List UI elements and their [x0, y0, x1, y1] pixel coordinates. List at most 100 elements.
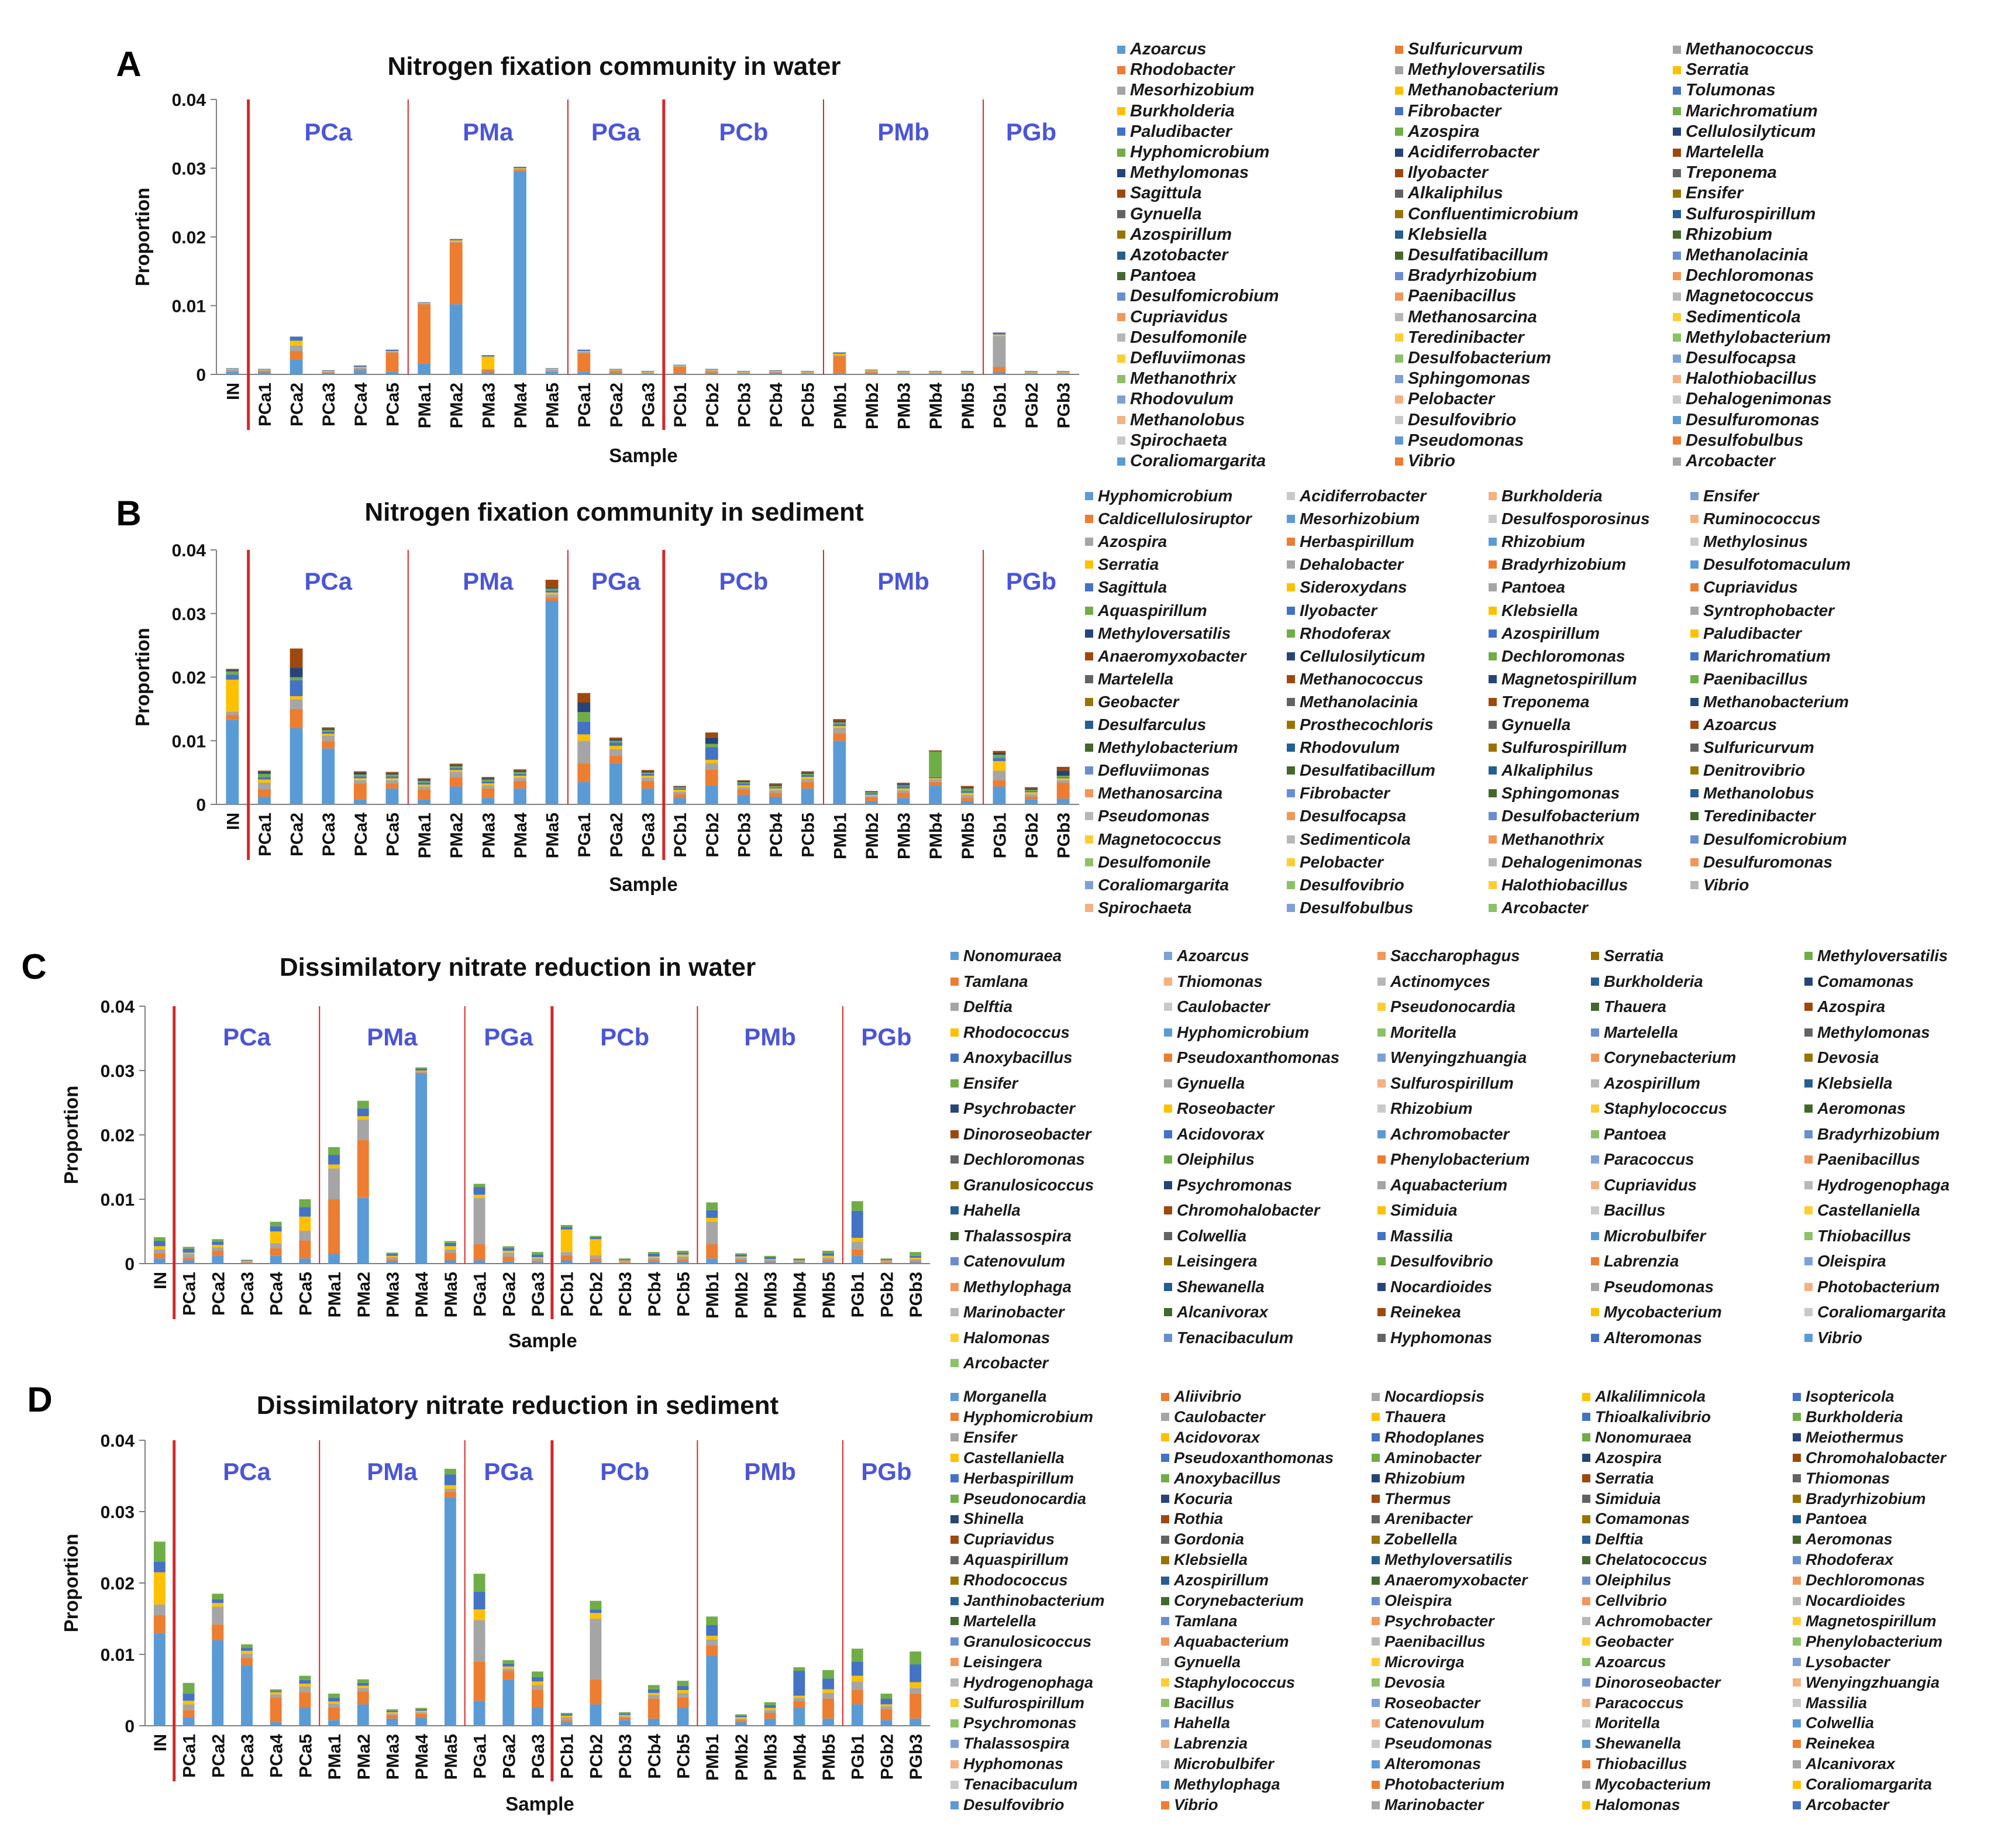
- panel-a-legend-swatch: [1117, 457, 1125, 466]
- panel-a-bar-segment: [801, 373, 814, 374]
- panel-a-legend-swatch: [1395, 45, 1403, 54]
- panel-d-legend-label: Cellvibrio: [1595, 1592, 1668, 1609]
- panel-d-legend-swatch: [950, 1719, 959, 1727]
- panel-a-legend-item: Desulfuromonas: [1673, 411, 1820, 430]
- panel-c-legend-item: Paracoccus: [1591, 1150, 1694, 1169]
- panel-b-legend-swatch: [1489, 515, 1497, 524]
- panel-b-bar-segment: [705, 769, 718, 786]
- panel-d-legend-swatch: [1582, 1596, 1590, 1605]
- panel-a-bar-segment: [897, 373, 910, 374]
- panel-b-legend-item: Halothiobacillus: [1489, 876, 1628, 894]
- panel-d-legend-label: Shinella: [963, 1510, 1024, 1528]
- panel-b-bar-segment: [737, 783, 750, 786]
- panel-c-bar-segment: [793, 1259, 805, 1261]
- panel-c-bar-segment: [647, 1259, 660, 1262]
- panel-d-legend-swatch: [1793, 1433, 1801, 1442]
- panel-c-bar-segment: [357, 1119, 369, 1140]
- panel-b-legend-label: Desulfosporosinus: [1501, 510, 1650, 528]
- panel-b-legend-swatch: [1085, 744, 1093, 752]
- panel-c-legend-item: Staphylococcus: [1591, 1099, 1727, 1118]
- panel-b-legend-label: Defluviimonas: [1098, 761, 1210, 780]
- panel-b-bar-segment: [833, 722, 846, 724]
- panel-c-bar-segment: [357, 1100, 369, 1109]
- panel-b-bar-segment: [290, 667, 303, 677]
- panel-d-legend-swatch: [1582, 1433, 1590, 1442]
- panel-c-bar-segment: [910, 1255, 922, 1258]
- panel-d-legend-swatch: [1793, 1760, 1801, 1768]
- panel-c-bar-segment: [619, 1259, 631, 1261]
- panel-d-legend-label: Thalassospira: [963, 1735, 1070, 1753]
- panel-a-legend-item: Bradyrhizobium: [1395, 266, 1537, 285]
- panel-d-legend-item: Corynebacterium: [1161, 1592, 1304, 1610]
- panel-b-bar-segment: [673, 794, 687, 799]
- panel-c-legend-item: Acidovorax: [1164, 1125, 1265, 1144]
- panel-d-legend-swatch: [1793, 1780, 1801, 1789]
- panel-d-legend-item: Chelatococcus: [1582, 1551, 1707, 1569]
- panel-d-legend-swatch: [1161, 1413, 1169, 1422]
- panel-b-bar-segment: [833, 724, 846, 727]
- panel-b-bar-segment: [801, 788, 814, 804]
- panel-a-legend-item: Azoarcus: [1117, 40, 1207, 59]
- panel-d-bar-segment: [647, 1695, 660, 1699]
- panel-b-legend-item: Rhodovulum: [1287, 738, 1400, 757]
- panel-b-x-tick-label: PMb5: [959, 813, 978, 859]
- panel-a-x-tick-label: PGb2: [1022, 383, 1042, 428]
- panel-b-bar-segment: [353, 776, 367, 779]
- panel-b-legend-label: Ensifer: [1703, 487, 1759, 505]
- panel-b-y-tick-label: 0.01: [172, 732, 206, 751]
- panel-a-legend-item: Cellulosilyticum: [1673, 122, 1816, 142]
- panel-a-x-tick-label: PCb2: [703, 383, 722, 428]
- panel-b-bar-segment: [353, 778, 367, 780]
- panel-c-bar-segment: [182, 1248, 195, 1253]
- panel-c-bar-segment: [153, 1253, 166, 1259]
- panel-c-legend-item: Roseobacter: [1164, 1099, 1274, 1118]
- panel-c-legend-item: Wenyingzhuangia: [1377, 1048, 1527, 1067]
- panel-a-legend-item: Hyphomicrobium: [1117, 143, 1269, 162]
- panel-c-legend-swatch: [950, 1054, 959, 1062]
- panel-b-y-label: Proportion: [132, 628, 153, 727]
- panel-d-bar-segment: [241, 1644, 253, 1649]
- panel-b-legend-item: Sedimenticola: [1287, 830, 1411, 849]
- panel-c-bar-segment: [647, 1258, 660, 1260]
- panel-d-legend-swatch: [1582, 1637, 1590, 1646]
- panel-c-bar-segment: [212, 1239, 224, 1242]
- panel-a-legend-swatch: [1395, 374, 1403, 383]
- panel-c-legend-label: Psychromonas: [1177, 1175, 1293, 1194]
- panel-d-legend-label: Oleiphilus: [1595, 1571, 1672, 1589]
- panel-b-legend-item: Desulfarculus: [1085, 715, 1206, 734]
- panel-b-bar-segment: [737, 785, 750, 787]
- panel-a-legend-swatch: [1673, 45, 1681, 54]
- panel-c-legend-swatch: [1377, 1130, 1386, 1138]
- panel-b-legend-label: Cupriavidus: [1703, 578, 1798, 597]
- panel-d-bar-segment: [270, 1697, 282, 1722]
- panel-d-bar-segment: [851, 1675, 863, 1682]
- panel-a-legend-swatch: [1673, 354, 1681, 363]
- panel-a-bar-segment: [385, 351, 399, 352]
- panel-a-bar-segment: [833, 355, 846, 357]
- panel-c-group-label: PCa: [223, 1023, 271, 1051]
- panel-b-x-tick-label: PMa3: [479, 813, 498, 858]
- panel-d-legend-item: Acidovorax: [1161, 1429, 1260, 1447]
- panel-d-legend-label: Thiobacillus: [1595, 1755, 1687, 1773]
- panel-b-bar-segment: [737, 780, 750, 781]
- panel-b-legend-label: Sulfurospirillum: [1501, 738, 1627, 757]
- panel-a-legend-swatch: [1117, 168, 1125, 177]
- panel-b-legend-item: Azospira: [1085, 532, 1167, 551]
- panel-d-legend-swatch: [1372, 1801, 1380, 1809]
- panel-d-legend-item: Gordonia: [1161, 1530, 1244, 1548]
- panel-c-legend-item: Corynebacterium: [1591, 1048, 1736, 1067]
- panel-c-group-label: PMb: [744, 1023, 796, 1051]
- panel-c-legend-item: Coraliomargarita: [1804, 1303, 1946, 1322]
- panel-d-legend-swatch: [1372, 1780, 1380, 1789]
- panel-c-legend-item: Mycobacterium: [1591, 1303, 1722, 1322]
- panel-c-legend-item: Pseudoxanthomonas: [1164, 1048, 1339, 1067]
- panel-b-bar-segment: [1025, 788, 1038, 790]
- panel-b-legend-swatch: [1690, 515, 1699, 524]
- panel-d-legend-swatch: [1161, 1556, 1169, 1564]
- panel-d-legend-label: Cupriavidus: [963, 1530, 1055, 1548]
- panel-c-bar-segment: [706, 1244, 718, 1259]
- panel-c-legend-item: Thauera: [1591, 997, 1666, 1016]
- panel-c-bar-segment: [619, 1262, 631, 1263]
- panel-d-bar-segment: [532, 1690, 543, 1708]
- panel-b-x-tick-label: PCa2: [288, 813, 307, 856]
